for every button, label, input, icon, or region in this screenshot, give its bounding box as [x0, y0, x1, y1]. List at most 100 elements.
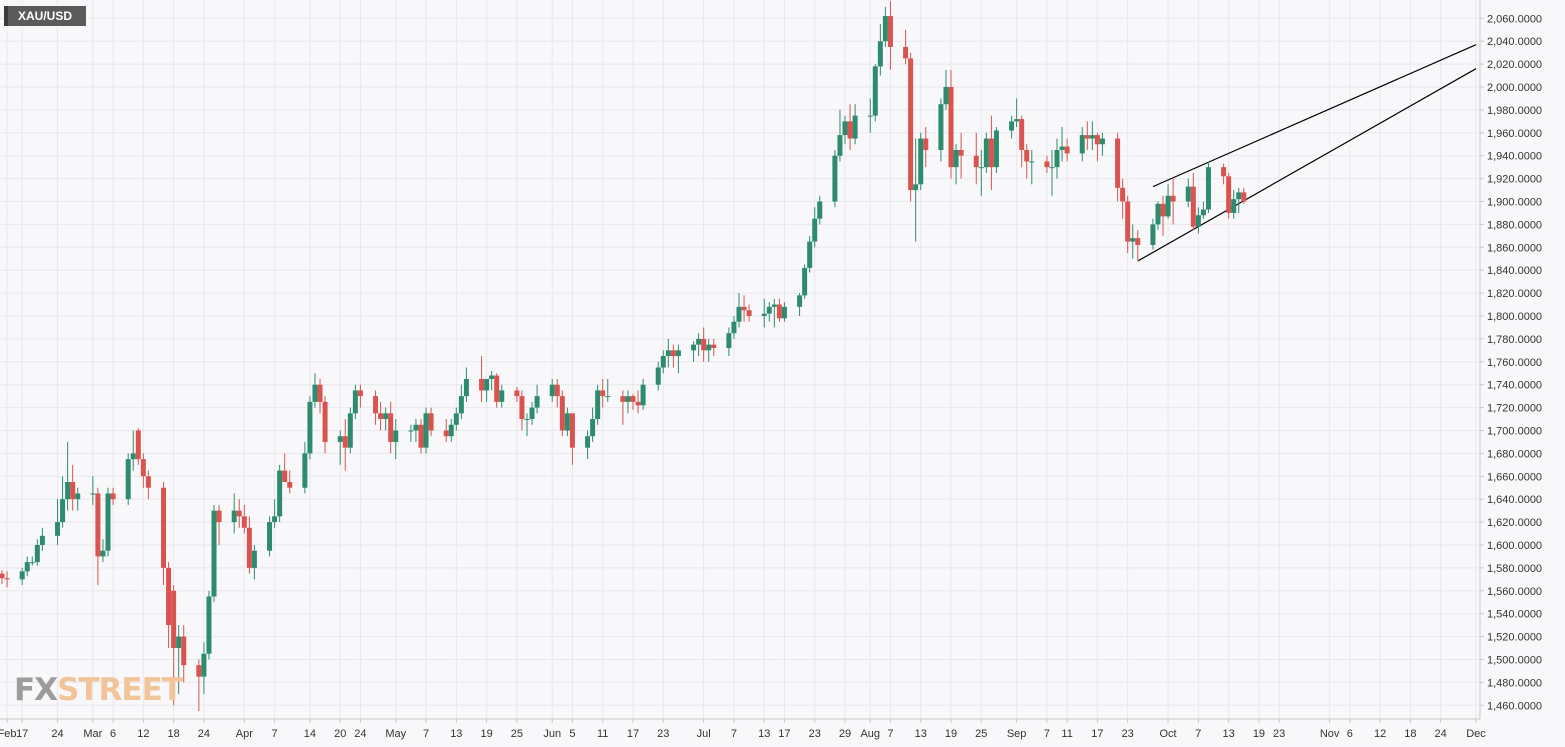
candle [1226, 172, 1232, 219]
candle-body-down [322, 401, 328, 442]
candle [1089, 121, 1095, 150]
candle-body-down [1190, 186, 1196, 227]
candle [630, 393, 636, 410]
candle-body-up [176, 636, 182, 649]
y-tick-label: 1,760.0000 [1487, 357, 1542, 369]
candle-body-up [842, 121, 848, 136]
candle-body-down [140, 459, 146, 477]
candle-body-down [95, 493, 101, 557]
candle-body-up [393, 430, 399, 442]
candle [1059, 127, 1065, 162]
candle-body-up [75, 493, 81, 500]
candle [1190, 172, 1196, 231]
candle [0, 570, 5, 584]
x-tick-label: 6 [110, 728, 116, 740]
y-tick-label: 1,520.0000 [1487, 632, 1542, 644]
candle-body-up [867, 115, 873, 117]
candle-body-down [1084, 135, 1090, 139]
candle-body-down [161, 487, 167, 568]
candle-body-up [1049, 167, 1055, 169]
candle [302, 441, 308, 494]
candle [595, 384, 601, 425]
candle-body-up [1059, 146, 1065, 150]
trendline-upper [1152, 44, 1477, 188]
candle-body-down [559, 396, 565, 431]
candle-body-up [938, 104, 944, 150]
x-tick-label: Sep [1007, 728, 1027, 740]
candle [877, 24, 883, 76]
y-tick-label: 1,800.0000 [1487, 311, 1542, 323]
candle-body-down [923, 138, 929, 150]
x-tick-label: 13 [758, 728, 770, 740]
x-tick-label: 13 [915, 728, 927, 740]
y-tick-label: 1,560.0000 [1487, 586, 1542, 598]
x-tick-label: 23 [1273, 728, 1285, 740]
candle [635, 390, 641, 414]
candle [620, 390, 626, 425]
candle-body-down [1064, 146, 1070, 154]
candle-body-up [307, 401, 313, 454]
x-tick-label: May [385, 728, 406, 740]
candle-body-up [267, 522, 273, 551]
x-tick-label: 17 [778, 728, 790, 740]
candle [317, 378, 323, 414]
candle [1241, 187, 1247, 204]
candle [130, 430, 136, 471]
y-tick-label: 1,460.0000 [1487, 700, 1542, 712]
candle [489, 370, 495, 391]
candle-body-up [832, 155, 838, 202]
x-tick-label: Feb [0, 728, 17, 740]
candle [852, 104, 858, 145]
candle [1084, 121, 1090, 150]
candle-body-down [0, 573, 5, 579]
candle [231, 493, 237, 534]
candle [1165, 184, 1171, 219]
candle-body-down [1160, 203, 1166, 217]
candle [812, 207, 818, 248]
candle [837, 109, 843, 162]
candle-body-down [1125, 201, 1131, 242]
candle [393, 419, 399, 460]
candle [408, 424, 414, 442]
candle [34, 539, 40, 566]
candle [1009, 115, 1015, 139]
candle-body-down [373, 396, 379, 414]
candle-body-up [312, 384, 318, 402]
candle-body-up [60, 499, 66, 523]
candle-body-down [1120, 187, 1126, 202]
candle [711, 338, 717, 357]
candle-body-down [514, 390, 520, 397]
candle-body-up [272, 516, 278, 523]
candle [140, 453, 146, 488]
candle-body-down [554, 384, 560, 397]
candle-body-up [383, 413, 389, 420]
y-tick-label: 1,920.0000 [1487, 174, 1542, 186]
candle-body-down [746, 310, 752, 316]
y-tick-label: 1,660.0000 [1487, 471, 1542, 483]
candle-body-up [943, 87, 949, 105]
candle-body-down [4, 578, 10, 580]
x-tick-label: 20 [334, 728, 346, 740]
candle [251, 544, 257, 580]
x-tick-label: 18 [1404, 728, 1416, 740]
candle-body-down [569, 413, 575, 448]
y-tick-label: 2,000.0000 [1487, 82, 1542, 94]
x-tick-label: Jul [697, 728, 711, 740]
candle [1115, 132, 1121, 202]
candle-body-up [211, 510, 217, 597]
candle [1094, 132, 1100, 162]
candle-body-down [903, 46, 909, 59]
candle [867, 98, 873, 133]
y-tick-label: 1,880.0000 [1487, 219, 1542, 231]
logo-part-fx: FX [14, 672, 58, 708]
y-tick-label: 1,740.0000 [1487, 380, 1542, 392]
candle-body-up [1014, 119, 1020, 122]
candle-body-up [277, 470, 283, 517]
candle-body-down [1226, 176, 1232, 213]
candle [181, 625, 187, 683]
candle [428, 407, 434, 437]
candle-body-up [90, 493, 96, 495]
candle-body-down [418, 424, 424, 448]
candle-body-up [807, 241, 813, 268]
candle [882, 6, 888, 47]
